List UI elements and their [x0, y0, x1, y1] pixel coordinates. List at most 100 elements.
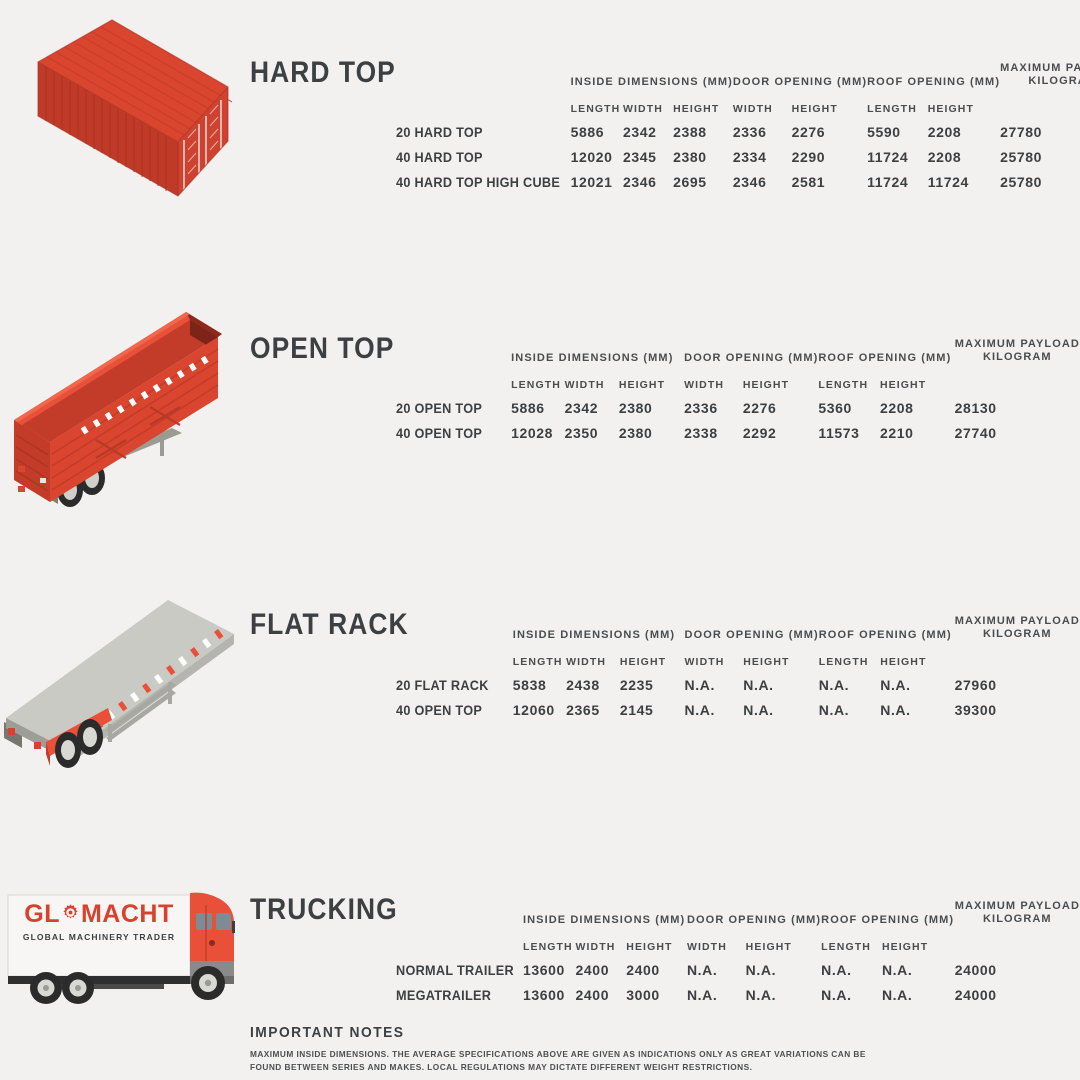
- sub-header-inside-width: WIDTH: [575, 941, 616, 953]
- row-label: 20 FLAT RACK: [396, 678, 489, 693]
- payload-line-1: MAXIMUM PAYLOAD: [954, 615, 1080, 627]
- cell-door-height: N.A.: [745, 987, 777, 1003]
- cell-roof-height: N.A.: [880, 677, 911, 693]
- group-header-roof: ROOF OPENING (MM): [818, 352, 952, 364]
- group-header-door: DOOR OPENING (MM): [684, 629, 819, 641]
- spacer-cell: [396, 364, 511, 391]
- cell-door-width: 2338: [684, 425, 718, 441]
- cell-inside-width: 2345: [623, 149, 657, 165]
- sub-header-inside-length: LENGTH: [512, 656, 563, 668]
- group-header-payload: MAXIMUM PAYLOAD KILOGRAM: [1000, 62, 1080, 88]
- cell-inside-height: 2400: [626, 962, 660, 978]
- sub-header-inside-length: LENGTH: [522, 941, 573, 953]
- sub-header-inside-height: HEIGHT: [626, 941, 673, 953]
- cell-roof-length: 11573: [818, 425, 860, 441]
- cell-inside-length: 12020: [570, 149, 613, 165]
- group-header-row: INSIDE DIMENSIONS (MM) DOOR OPENING (MM)…: [396, 615, 1080, 641]
- cell-inside-width: 2342: [564, 400, 599, 416]
- cell-inside-height: 2388: [673, 124, 707, 140]
- cell-roof-height: 2208: [879, 400, 914, 416]
- cell-payload: 24000: [954, 962, 997, 978]
- cell-door-width: 2336: [684, 400, 718, 416]
- cell-inside-height: 2380: [618, 425, 653, 441]
- sub-header-row: LENGTH WIDTH HEIGHT WIDTH HEIGHT LENGTH …: [396, 926, 1080, 953]
- group-header-row: INSIDE DIMENSIONS (MM) DOOR OPENING (MM)…: [396, 900, 1080, 926]
- payload-line-2: KILOGRAM: [983, 913, 1052, 925]
- table-row: NORMAL TRAILER 13600 2400 2400 N.A. N.A.…: [396, 953, 1080, 978]
- cell-inside-width: 2342: [623, 124, 657, 140]
- cell-inside-height: 3000: [626, 987, 660, 1003]
- spacer-cell: [396, 615, 513, 641]
- sub-header-inside-length: LENGTH: [511, 379, 561, 391]
- group-header-row: INSIDE DIMENSIONS (MM) DOOR OPENING (MM)…: [396, 338, 1080, 364]
- cell-inside-length: 5838: [512, 677, 547, 693]
- cell-door-width: 2336: [732, 124, 767, 140]
- cell-roof-height: 11724: [927, 174, 969, 190]
- group-header-payload: MAXIMUM PAYLOAD KILOGRAM: [955, 900, 1080, 926]
- cell-door-height: 2276: [742, 400, 777, 416]
- cell-inside-width: 2438: [566, 677, 600, 693]
- trucking-specs: TRUCKING INSIDE DIMENSIONS (MM) DOOR OPE…: [250, 875, 1080, 1010]
- cell-door-width: 2334: [732, 149, 767, 165]
- open-top-trailer-icon: [14, 312, 222, 507]
- cell-roof-length: N.A.: [821, 962, 852, 978]
- cell-door-height: 2292: [742, 425, 777, 441]
- payload-line-2: KILOGRAM: [982, 628, 1052, 640]
- group-header-payload: MAXIMUM PAYLOAD KILOGRAM: [955, 615, 1080, 641]
- cell-door-height: 2581: [791, 174, 826, 190]
- hard-top-illustration: [0, 14, 248, 204]
- cell-payload: 24000: [954, 987, 997, 1003]
- flat-rack-specs: FLAT RACK INSIDE DIMENSIONS (MM) DOOR OP…: [250, 590, 1080, 780]
- cell-inside-height: 2145: [619, 702, 654, 718]
- cell-roof-length: 11724: [867, 149, 909, 165]
- payload-line-2: KILOGRAM: [982, 351, 1052, 363]
- cell-inside-height: 2380: [673, 149, 707, 165]
- table-row: 40 HARD TOP HIGH CUBE 12021 2346 2695 23…: [396, 165, 1080, 190]
- sub-header-door-height: HEIGHT: [791, 103, 838, 115]
- sub-header-roof-height: HEIGHT: [880, 656, 927, 668]
- table-row: 40 HARD TOP 12020 2345 2380 2334 2290 11…: [396, 140, 1080, 165]
- row-label: 40 HARD TOP: [396, 150, 483, 165]
- section-title: TRUCKING: [250, 893, 398, 926]
- sub-header-roof-length: LENGTH: [821, 941, 871, 953]
- sub-header-inside-height: HEIGHT: [673, 103, 720, 115]
- payload-line-1: MAXIMUM PAYLOAD: [1000, 62, 1080, 74]
- cell-payload: 27740: [954, 425, 997, 441]
- notes-title: IMPORTANT NOTES: [250, 1024, 405, 1041]
- sub-header-roof-height: HEIGHT: [881, 941, 929, 953]
- cell-inside-width: 2350: [564, 425, 599, 441]
- trucking-illustration: GL MACHT GLOBAL MACHINERY TRADER: [0, 875, 248, 1010]
- spacer-cell: [1000, 88, 1080, 115]
- cell-inside-width: 2365: [566, 702, 600, 718]
- sub-header-inside-height: HEIGHT: [619, 656, 667, 668]
- cell-roof-height: N.A.: [881, 987, 913, 1003]
- table-row: 40 OPEN TOP 12060 2365 2145 N.A. N.A. N.…: [396, 693, 1080, 718]
- cell-inside-width: 2400: [575, 987, 610, 1003]
- spec-table: INSIDE DIMENSIONS (MM) DOOR OPENING (MM)…: [396, 615, 1080, 718]
- spacer-cell: [955, 641, 1080, 668]
- spacer-cell: [955, 364, 1080, 391]
- cell-payload: 27780: [1000, 124, 1043, 140]
- flat-rack-trailer-icon: [4, 600, 234, 768]
- sub-header-inside-height: HEIGHT: [618, 379, 666, 391]
- row-label: MEGATRAILER: [396, 988, 492, 1003]
- spacer-cell: [396, 641, 513, 668]
- open-top-specs: OPEN TOP INSIDE DIMENSIONS (MM) DOOR OPE…: [250, 290, 1080, 520]
- sub-header-door-width: WIDTH: [684, 656, 725, 668]
- box-truck-icon: [7, 892, 235, 1004]
- cell-door-width: N.A.: [686, 987, 718, 1003]
- group-header-payload: MAXIMUM PAYLOAD KILOGRAM: [955, 338, 1080, 364]
- table-row: 20 HARD TOP 5886 2342 2388 2336 2276 559…: [396, 115, 1080, 140]
- cell-inside-length: 12021: [570, 174, 613, 190]
- cell-inside-height: 2380: [618, 400, 653, 416]
- group-header-roof: ROOF OPENING (MM): [818, 629, 952, 641]
- glomacht-logo: GL MACHT GLOBAL MACHINERY TRADER: [8, 902, 190, 942]
- group-header-inside: INSIDE DIMENSIONS (MM): [512, 629, 676, 641]
- important-notes: IMPORTANT NOTES MAXIMUM INSIDE DIMENSION…: [250, 1024, 950, 1073]
- group-header-inside: INSIDE DIMENSIONS (MM): [522, 914, 686, 926]
- cell-roof-length: N.A.: [818, 702, 850, 718]
- cell-door-width: 2346: [732, 174, 767, 190]
- group-header-door: DOOR OPENING (MM): [684, 352, 819, 364]
- cell-door-width: N.A.: [684, 702, 715, 718]
- logo-text-part2: MACHT: [80, 900, 174, 928]
